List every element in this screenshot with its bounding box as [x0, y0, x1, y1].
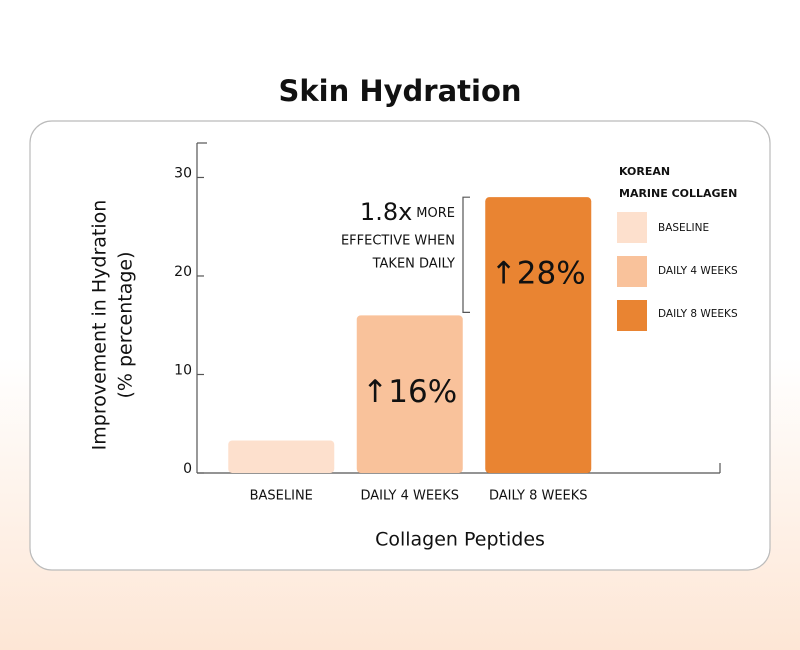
- annotation-small: MORE: [416, 206, 455, 221]
- x-tick-label: BASELINE: [250, 489, 313, 504]
- y-axis-label: Improvement in Hydration: [89, 200, 111, 451]
- y-tick-label: 20: [174, 264, 192, 280]
- x-tick-label: DAILY 4 WEEKS: [360, 489, 459, 504]
- bar: [356, 315, 463, 473]
- legend-swatch: [617, 212, 647, 243]
- legend-swatch: [617, 256, 647, 287]
- bracket: [462, 196, 470, 313]
- legend-title: MARINE COLLAGEN: [619, 187, 737, 200]
- legend-title: KOREAN: [619, 165, 670, 178]
- chart-title: Skin Hydration: [278, 74, 521, 108]
- bar: [228, 440, 335, 473]
- annotation: TAKEN DAILY: [372, 257, 455, 272]
- x-tick-label: DAILY 8 WEEKS: [489, 489, 588, 504]
- x-axis-label: Collagen Peptides: [375, 529, 545, 551]
- y-tick-label: 30: [174, 165, 192, 181]
- value-label: ↑16%: [362, 374, 457, 410]
- legend-swatch: [617, 300, 647, 331]
- y-tick-label: 10: [174, 362, 192, 378]
- y-tick-label: 0: [183, 461, 192, 477]
- legend-label: DAILY 4 WEEKS: [658, 265, 738, 277]
- annotation: EFFECTIVE WHEN: [341, 234, 455, 249]
- bar: [485, 197, 592, 473]
- annotation: 1.8x MORE: [360, 198, 455, 226]
- y-axis-label: (% percentage): [115, 251, 137, 398]
- legend-label: DAILY 8 WEEKS: [658, 308, 738, 320]
- annotation-big: 1.8x: [360, 198, 412, 226]
- legend-label: BASELINE: [658, 222, 709, 234]
- value-label: ↑28%: [491, 256, 586, 292]
